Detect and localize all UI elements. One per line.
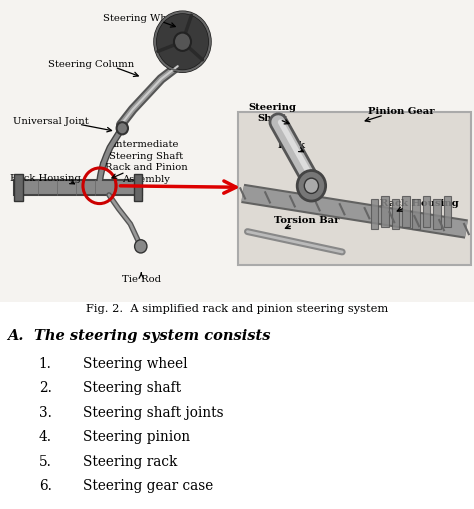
Circle shape [135,240,147,253]
Text: Universal Joint: Universal Joint [13,117,89,126]
Text: Steering Column: Steering Column [48,60,134,69]
Circle shape [304,178,319,193]
Text: The steering system consists: The steering system consists [34,329,271,343]
Bar [412,199,420,229]
Text: Rack: Rack [277,141,306,150]
Bar [444,196,451,227]
Text: Steering Wheel: Steering Wheel [103,14,182,23]
Bar [14,174,23,201]
Bar [381,196,389,227]
Bar [14,180,142,195]
Text: Intermediate
Steering Shaft
Rack and Pinion
Assembly: Intermediate Steering Shaft Rack and Pin… [105,140,187,184]
Bar [423,196,430,227]
Bar [402,196,410,227]
Text: 6.: 6. [39,479,52,493]
Bar [433,199,441,229]
Text: 5.: 5. [39,455,52,469]
Text: Fig. 2.  A simplified rack and pinion steering system: Fig. 2. A simplified rack and pinion ste… [86,304,388,315]
Text: Tie Rod: Tie Rod [122,275,161,285]
Text: 3.: 3. [39,406,52,420]
Bar [371,199,378,229]
Bar [238,112,471,265]
Bar [0,0,474,302]
Text: Pinion Gear: Pinion Gear [368,107,435,117]
Text: Rack Housing: Rack Housing [9,174,81,183]
Text: 4.: 4. [39,430,52,444]
Text: Torsion Bar: Torsion Bar [274,216,340,225]
Bar [134,174,142,201]
Text: Rack Housing: Rack Housing [380,199,459,208]
Text: Steering
Shaft: Steering Shaft [248,103,297,123]
Text: Steering gear case: Steering gear case [83,479,213,493]
Text: Steering shaft: Steering shaft [83,381,181,395]
Text: Steering shaft joints: Steering shaft joints [83,406,224,420]
Circle shape [297,171,326,201]
Text: 1.: 1. [39,357,52,371]
Text: Steering rack: Steering rack [83,455,177,469]
Bar [392,199,399,229]
Circle shape [155,12,210,71]
Text: Steering pinion: Steering pinion [83,430,190,444]
Text: 2.: 2. [39,381,52,395]
Text: A.: A. [7,329,24,343]
Circle shape [174,33,191,51]
Text: Steering wheel: Steering wheel [83,357,188,371]
Circle shape [117,122,128,134]
